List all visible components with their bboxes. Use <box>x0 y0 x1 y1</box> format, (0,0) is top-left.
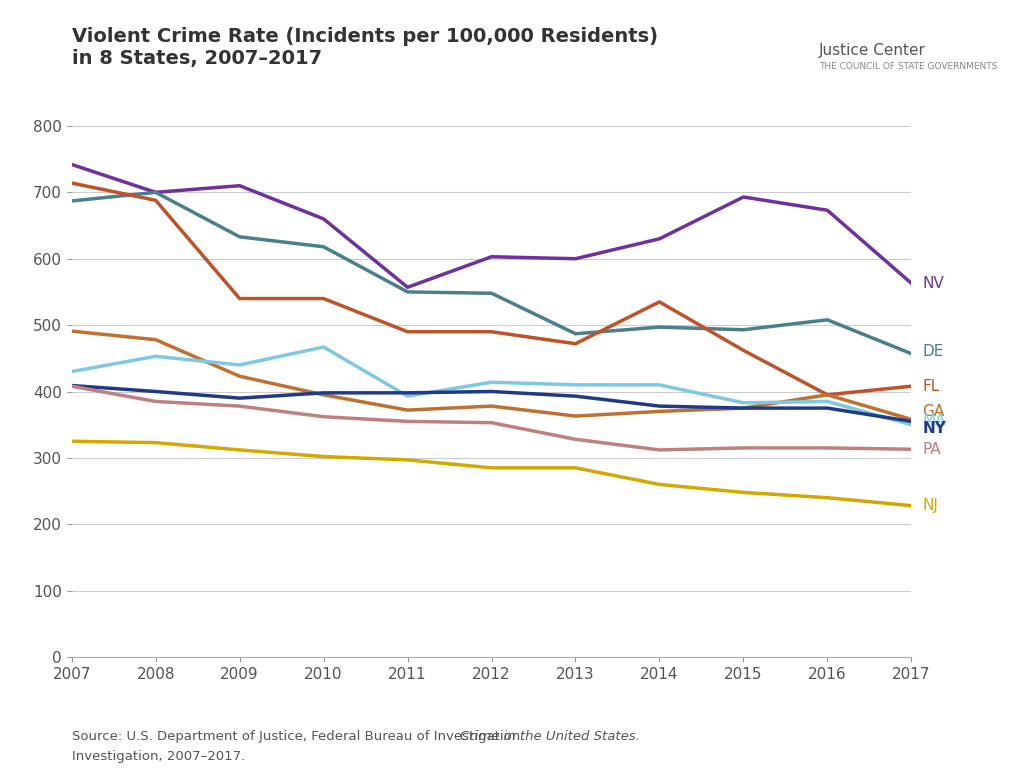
Text: THE COUNCIL OF STATE GOVERNMENTS: THE COUNCIL OF STATE GOVERNMENTS <box>819 62 997 71</box>
Text: NJ: NJ <box>923 498 938 513</box>
Text: Investigation, 2007–2017.: Investigation, 2007–2017. <box>72 750 245 763</box>
Text: GA: GA <box>923 404 945 419</box>
Text: NY: NY <box>923 421 946 436</box>
Text: Source: U.S. Department of Justice, Federal Bureau of Investigation.: Source: U.S. Department of Justice, Fede… <box>72 730 528 744</box>
Text: PA: PA <box>923 441 941 457</box>
Text: MA: MA <box>923 414 946 428</box>
Text: NV: NV <box>923 276 944 291</box>
Text: Violent Crime Rate (Incidents per 100,000 Residents)
in 8 States, 2007–2017: Violent Crime Rate (Incidents per 100,00… <box>72 27 657 68</box>
Text: DE: DE <box>923 344 944 359</box>
Text: Justice Center: Justice Center <box>819 43 926 57</box>
Text: Crime in the United States.: Crime in the United States. <box>461 730 640 744</box>
Text: FL: FL <box>923 379 940 393</box>
